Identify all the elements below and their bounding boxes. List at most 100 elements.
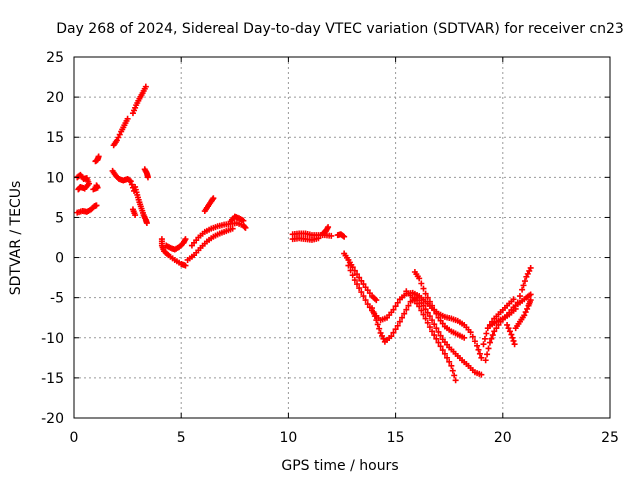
data-point	[370, 309, 377, 316]
data-point	[489, 332, 496, 339]
data-point	[182, 262, 189, 269]
data-point	[127, 178, 134, 185]
series-arc-23	[369, 294, 485, 378]
data-point	[493, 325, 500, 332]
data-point	[182, 236, 189, 243]
data-point	[373, 317, 380, 324]
data-point	[392, 303, 399, 310]
y-tick-label: -10	[41, 331, 64, 347]
data-point	[433, 310, 440, 317]
series-arc-25	[411, 268, 468, 341]
series-arc-22	[345, 262, 485, 361]
data-point	[403, 306, 410, 313]
data-point	[75, 186, 82, 193]
x-axis-label: GPS time / hours	[281, 458, 398, 474]
data-point	[521, 312, 528, 319]
plot-frame	[73, 56, 611, 419]
data-point	[433, 335, 440, 342]
data-point	[435, 339, 442, 346]
data-point	[505, 325, 512, 332]
data-point	[93, 182, 100, 189]
data-point	[93, 202, 100, 209]
data-point	[426, 298, 433, 305]
data-point	[527, 297, 534, 304]
data-point	[437, 332, 444, 339]
data-point	[422, 306, 429, 313]
data-point	[509, 334, 516, 341]
data-point	[376, 325, 383, 332]
data-point	[449, 367, 456, 374]
series-arc-16	[227, 213, 247, 225]
series-arc-3	[90, 182, 101, 193]
data-point	[431, 306, 438, 313]
data-point	[347, 267, 354, 274]
data-point	[471, 338, 478, 345]
data-point	[524, 305, 531, 312]
data-point	[514, 299, 521, 306]
data-point	[527, 264, 534, 271]
data-point	[356, 274, 363, 281]
data-point	[485, 345, 492, 352]
data-point	[354, 271, 361, 278]
series-arc-12	[163, 236, 189, 253]
data-point	[394, 322, 401, 329]
data-point	[451, 372, 458, 379]
data-point	[416, 275, 423, 282]
data-point	[426, 313, 433, 320]
data-point	[354, 281, 361, 288]
axis-ticks: 0 5 10 15 20 25 -20 -15 -10 -5 0 5 10 15 20 25	[41, 50, 619, 446]
data-point	[424, 294, 431, 301]
data-point	[340, 232, 347, 239]
data-point	[424, 319, 431, 326]
x-tick-label: 0	[70, 430, 79, 446]
data-point	[522, 309, 529, 316]
x-tick-label: 5	[177, 430, 186, 446]
data-point	[424, 309, 431, 316]
data-point	[369, 305, 376, 312]
data-point	[142, 83, 149, 90]
data-point	[519, 286, 526, 293]
data-point	[374, 321, 381, 328]
data-point	[210, 195, 217, 202]
data-point	[478, 354, 485, 361]
series-arc-6	[129, 83, 149, 117]
data-point	[429, 302, 436, 309]
data-point	[364, 301, 371, 308]
data-point	[483, 330, 490, 337]
y-axis-label: SDTVAR / TECUs	[8, 181, 24, 296]
data-point	[396, 318, 403, 325]
data-point	[521, 278, 528, 285]
data-point	[132, 212, 139, 219]
data-point	[504, 321, 511, 328]
series-arc-5	[110, 115, 131, 149]
data-point	[433, 325, 440, 332]
data-point	[240, 217, 247, 224]
data-point	[461, 334, 468, 341]
series-arc-10	[129, 206, 139, 219]
series-arc-20	[334, 231, 348, 240]
data-point	[356, 285, 363, 292]
series-arc-4	[92, 153, 102, 165]
data-point	[392, 326, 399, 333]
data-point	[328, 232, 335, 239]
data-point	[401, 310, 408, 317]
series-arc-30	[512, 297, 534, 332]
data-point	[349, 272, 356, 279]
y-tick-label: 5	[55, 210, 64, 226]
data-point	[511, 341, 518, 348]
data-point	[508, 331, 515, 338]
data-point	[488, 335, 495, 342]
data-point	[126, 177, 133, 184]
data-point	[420, 285, 427, 292]
data-point	[452, 377, 459, 384]
x-tick-label: 25	[601, 430, 619, 446]
data-point	[124, 115, 131, 122]
data-point	[420, 302, 427, 309]
data-point	[516, 293, 523, 300]
data-point	[444, 354, 451, 361]
series-arc-2	[74, 202, 100, 216]
data-point	[315, 235, 322, 242]
data-point	[358, 277, 365, 284]
data-point	[229, 225, 236, 232]
data-point	[390, 329, 397, 336]
